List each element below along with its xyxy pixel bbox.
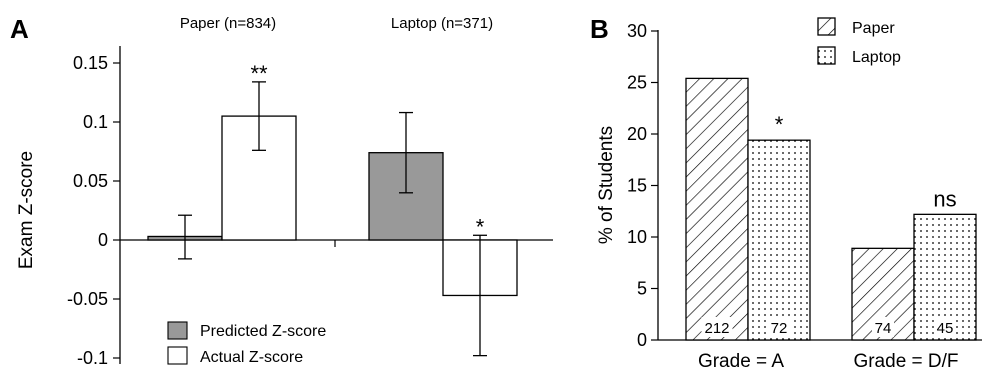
panel-a-y-tick-label: 0.15: [73, 53, 108, 73]
panel-b-bar-laptop: [747, 139, 811, 341]
panel-letter-a: A: [10, 14, 29, 44]
panel-b-y-axis-title: % of Students: [596, 126, 617, 244]
panel-a-significance-marker: **: [250, 61, 268, 86]
panel-b-count-background: [701, 317, 733, 337]
panel-b-count-label: 45: [937, 320, 954, 337]
panel-b-category-label-a: Grade = A: [698, 351, 784, 372]
panel-b-y-tick-label: 25: [627, 73, 647, 93]
legend-swatch-paper: [817, 17, 836, 36]
panel-b-y-tick-label: 15: [627, 176, 647, 196]
panel-b-plot: % of Students Grade = A Grade = D/F Pape…: [596, 17, 982, 372]
legend-label-paper: Paper: [852, 20, 895, 37]
panel-b-y-tick-label: 30: [627, 21, 647, 41]
panel-a-y-tick-label: 0.1: [83, 112, 108, 132]
panel-b-count-label: 212: [704, 320, 729, 337]
legend-swatch-actual: [167, 346, 188, 365]
panel-b-y-tick-label: 20: [627, 124, 647, 144]
legend-label-laptop: Laptop: [852, 49, 901, 66]
panel-b-count-background: [768, 317, 790, 337]
panel-a-y-tick-label: 0.05: [73, 171, 108, 191]
legend-label-predicted: Predicted Z-score: [200, 323, 326, 340]
panel-b-category-label-df: Grade = D/F: [853, 351, 958, 372]
panel-b-significance-marker: *: [775, 112, 784, 137]
panel-b-y-tick-label: 0: [637, 330, 647, 350]
legend-swatch-laptop: [817, 46, 836, 65]
panel-a-y-tick-label: 0: [98, 230, 108, 250]
panel-b-count-background: [872, 317, 894, 337]
panel-a-significance-marker: *: [476, 214, 485, 239]
panel-b-count-label: 74: [875, 320, 892, 337]
legend-label-actual: Actual Z-score: [200, 349, 303, 366]
panel-a-group-label-paper: Paper (n=834): [180, 15, 276, 32]
panel-a-bar-predicted: [368, 152, 444, 241]
panel-a-y-axis-title: Exam Z-score: [16, 151, 37, 269]
panel-a-y-tick-label: -0.05: [67, 289, 108, 309]
panel-b-bar-paper: [685, 77, 749, 341]
panel-b-count-label: 72: [771, 320, 788, 337]
panel-a-y-tick-label: -0.1: [77, 348, 108, 368]
legend-swatch-predicted: [167, 321, 188, 340]
panel-letter-b: B: [590, 14, 609, 44]
panel-b-y-tick-label: 5: [637, 279, 647, 299]
panel-b-count-background: [934, 317, 956, 337]
panel-b-significance-marker: ns: [933, 186, 956, 211]
panel-a-group-label-laptop: Laptop (n=371): [391, 15, 493, 32]
panel-a-plot: Exam Z-score Paper (n=834) Laptop (n=371…: [16, 15, 553, 368]
panel-b-y-tick-label: 10: [627, 227, 647, 247]
